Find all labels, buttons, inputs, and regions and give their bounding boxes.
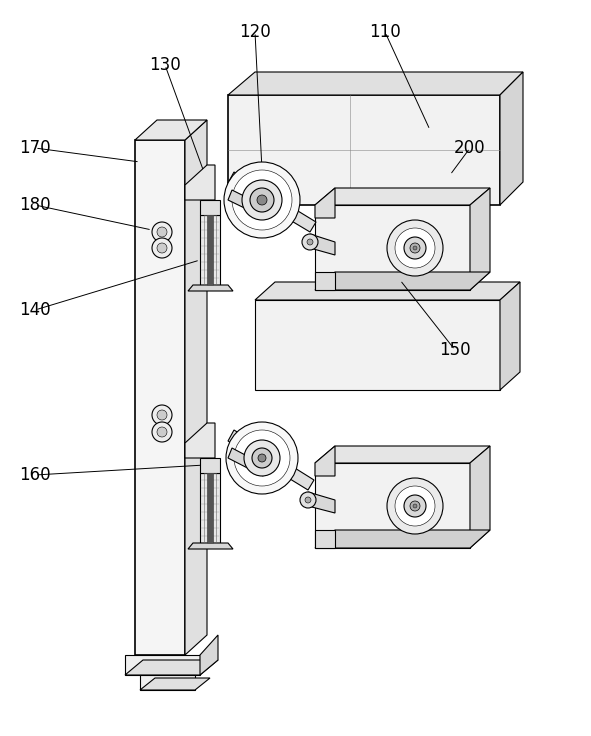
Polygon shape [125, 655, 200, 675]
Polygon shape [185, 423, 215, 458]
Text: 150: 150 [439, 341, 471, 359]
Circle shape [302, 234, 318, 250]
Polygon shape [228, 172, 316, 232]
Circle shape [157, 227, 167, 237]
Text: 140: 140 [19, 301, 51, 319]
Circle shape [410, 501, 420, 511]
Polygon shape [207, 215, 213, 285]
Circle shape [387, 478, 443, 534]
Polygon shape [228, 95, 500, 205]
Polygon shape [315, 205, 470, 290]
Circle shape [224, 162, 300, 238]
Circle shape [250, 188, 274, 212]
Circle shape [152, 405, 172, 425]
Circle shape [257, 195, 267, 205]
Polygon shape [188, 285, 233, 291]
Circle shape [157, 427, 167, 437]
Polygon shape [315, 446, 335, 476]
Polygon shape [200, 635, 218, 675]
Text: 170: 170 [19, 139, 51, 157]
Text: 120: 120 [239, 23, 271, 41]
Circle shape [157, 410, 167, 420]
Circle shape [395, 228, 435, 268]
Polygon shape [185, 165, 215, 200]
Circle shape [234, 430, 290, 486]
Polygon shape [228, 190, 268, 218]
Circle shape [305, 497, 311, 503]
Circle shape [258, 454, 266, 462]
Circle shape [252, 448, 272, 468]
Circle shape [157, 243, 167, 253]
Polygon shape [125, 660, 218, 675]
Polygon shape [500, 72, 523, 205]
Polygon shape [140, 675, 195, 690]
Polygon shape [140, 678, 210, 690]
Text: 110: 110 [369, 23, 401, 41]
Polygon shape [185, 120, 207, 655]
Polygon shape [470, 446, 490, 548]
Polygon shape [315, 446, 490, 463]
Polygon shape [255, 300, 500, 390]
Circle shape [404, 495, 426, 517]
Circle shape [413, 504, 417, 508]
Polygon shape [315, 188, 335, 218]
Circle shape [395, 486, 435, 526]
Polygon shape [207, 473, 213, 543]
Polygon shape [308, 492, 335, 513]
Polygon shape [315, 463, 470, 548]
Polygon shape [135, 120, 207, 140]
Circle shape [152, 422, 172, 442]
Circle shape [410, 243, 420, 253]
Polygon shape [228, 72, 523, 95]
Polygon shape [315, 530, 335, 548]
Polygon shape [500, 282, 520, 390]
Circle shape [244, 440, 280, 476]
Polygon shape [228, 448, 266, 476]
Circle shape [232, 170, 292, 230]
Polygon shape [200, 473, 220, 543]
Polygon shape [315, 272, 335, 290]
Circle shape [307, 239, 313, 245]
Polygon shape [200, 215, 220, 285]
Text: 200: 200 [454, 139, 486, 157]
Circle shape [152, 222, 172, 242]
Polygon shape [188, 543, 233, 549]
Polygon shape [315, 188, 490, 205]
Circle shape [152, 238, 172, 258]
Circle shape [387, 220, 443, 276]
Polygon shape [228, 430, 314, 490]
Polygon shape [135, 140, 185, 655]
Circle shape [300, 492, 316, 508]
Polygon shape [470, 188, 490, 290]
Polygon shape [200, 200, 220, 215]
Circle shape [242, 180, 282, 220]
Text: 130: 130 [149, 56, 181, 74]
Circle shape [404, 237, 426, 259]
Circle shape [226, 422, 298, 494]
Circle shape [413, 246, 417, 250]
Polygon shape [255, 282, 520, 300]
Polygon shape [200, 458, 220, 473]
Text: 180: 180 [19, 196, 51, 214]
Polygon shape [315, 272, 490, 290]
Polygon shape [310, 234, 335, 255]
Text: 160: 160 [19, 466, 51, 484]
Polygon shape [315, 530, 490, 548]
